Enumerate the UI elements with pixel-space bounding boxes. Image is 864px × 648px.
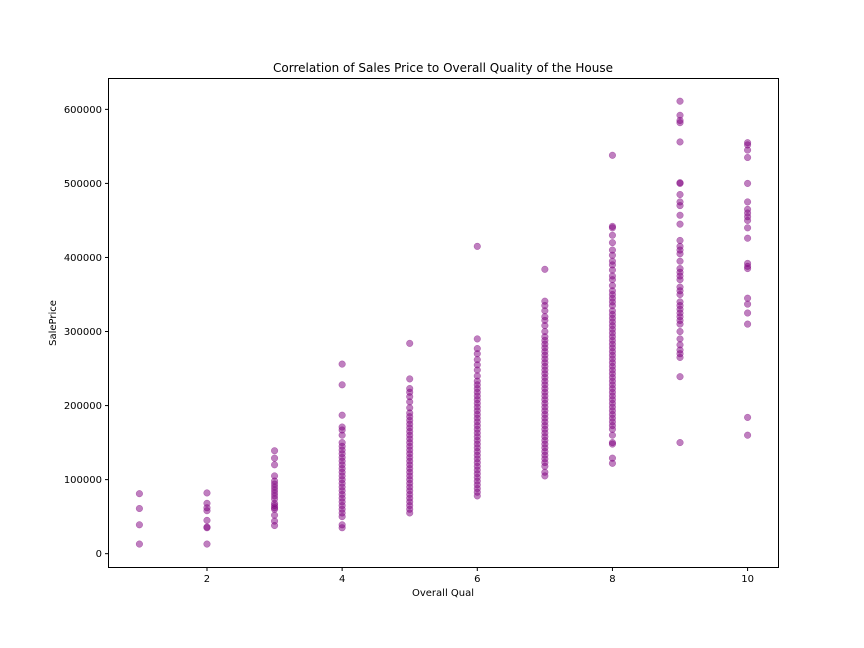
data-point xyxy=(541,265,549,273)
data-point xyxy=(676,242,684,250)
data-point xyxy=(676,327,684,336)
data-point xyxy=(135,504,143,513)
data-point xyxy=(203,540,211,548)
data-point xyxy=(744,320,752,328)
data-point xyxy=(338,439,346,447)
data-point xyxy=(744,300,752,308)
y-tick-label: 400000 xyxy=(64,253,102,264)
x-tick-label: 4 xyxy=(339,574,345,585)
data-point xyxy=(608,239,616,247)
data-point xyxy=(676,179,684,187)
x-tick-label: 6 xyxy=(474,574,480,585)
plot-frame xyxy=(108,78,779,568)
x-tick-label: 2 xyxy=(204,574,210,585)
data-point xyxy=(338,381,346,389)
y-axis-label: SalePrice xyxy=(48,300,59,346)
data-point xyxy=(744,179,752,187)
data-point xyxy=(338,423,346,431)
x-axis-label: Overall Qual xyxy=(412,588,474,599)
data-point xyxy=(608,231,616,239)
y-tick-label: 300000 xyxy=(64,327,102,338)
data-point xyxy=(338,411,346,419)
data-point xyxy=(271,511,279,519)
y-tick-label: 600000 xyxy=(64,105,102,116)
data-point xyxy=(271,517,279,525)
data-point xyxy=(271,447,279,455)
data-point xyxy=(676,220,684,228)
data-point xyxy=(473,335,481,343)
data-point xyxy=(676,138,684,146)
data-point xyxy=(608,246,616,254)
data-point xyxy=(135,490,143,498)
data-point xyxy=(676,97,684,105)
x-tick-label: 8 xyxy=(609,574,615,585)
data-point xyxy=(608,151,616,159)
data-point xyxy=(608,439,616,447)
data-point xyxy=(744,259,752,267)
data-point xyxy=(608,257,616,265)
data-point xyxy=(406,339,414,347)
data-point xyxy=(203,523,211,531)
data-point xyxy=(744,198,752,206)
data-point xyxy=(744,139,752,147)
data-point xyxy=(676,283,684,291)
data-point xyxy=(338,360,346,368)
data-point xyxy=(338,521,346,529)
data-point xyxy=(608,431,616,439)
x-axis: 2 4 6 8 10 xyxy=(204,567,754,585)
data-point xyxy=(203,499,211,507)
y-tick-label: 100000 xyxy=(64,475,102,486)
data-point xyxy=(541,327,549,336)
data-point xyxy=(676,190,684,199)
data-point xyxy=(744,205,752,213)
data-point xyxy=(744,431,752,439)
data-point xyxy=(271,472,279,480)
data-point xyxy=(608,222,616,230)
data-point xyxy=(676,111,684,119)
data-point xyxy=(608,454,616,462)
data-point xyxy=(676,439,684,447)
data-point xyxy=(203,489,211,497)
data-point xyxy=(271,461,279,469)
data-point xyxy=(541,297,549,305)
data-point xyxy=(676,236,684,244)
data-points xyxy=(135,97,752,548)
data-point xyxy=(473,372,481,380)
y-tick-label: 0 xyxy=(96,549,102,560)
chart-title: Correlation of Sales Price to Overall Qu… xyxy=(273,61,613,75)
data-point xyxy=(676,198,684,206)
data-point xyxy=(473,242,481,250)
data-point xyxy=(676,298,684,306)
y-axis: 0 100000 200000 300000 400000 500000 600000 xyxy=(64,105,109,560)
data-point xyxy=(744,413,752,421)
data-point xyxy=(744,309,752,317)
data-point xyxy=(473,344,481,353)
y-tick-label: 500000 xyxy=(64,179,102,190)
data-point xyxy=(744,153,752,162)
data-point xyxy=(608,272,616,280)
data-point xyxy=(406,404,414,412)
data-point xyxy=(744,234,752,242)
data-point xyxy=(676,257,684,265)
data-point xyxy=(676,211,684,219)
data-point xyxy=(676,373,684,381)
y-tick-label: 200000 xyxy=(64,401,102,412)
data-point xyxy=(473,356,481,364)
data-point xyxy=(541,313,549,321)
x-tick-label: 10 xyxy=(741,574,754,585)
data-point xyxy=(406,375,414,383)
data-point xyxy=(744,294,752,302)
data-point xyxy=(541,468,549,476)
data-point xyxy=(676,341,684,349)
data-point xyxy=(744,224,752,232)
data-point xyxy=(406,384,414,393)
data-point xyxy=(135,540,143,548)
data-point xyxy=(135,521,143,529)
data-point xyxy=(676,265,684,273)
data-point xyxy=(271,454,279,462)
data-point xyxy=(608,282,616,290)
data-point xyxy=(676,335,684,343)
data-point xyxy=(203,516,211,524)
